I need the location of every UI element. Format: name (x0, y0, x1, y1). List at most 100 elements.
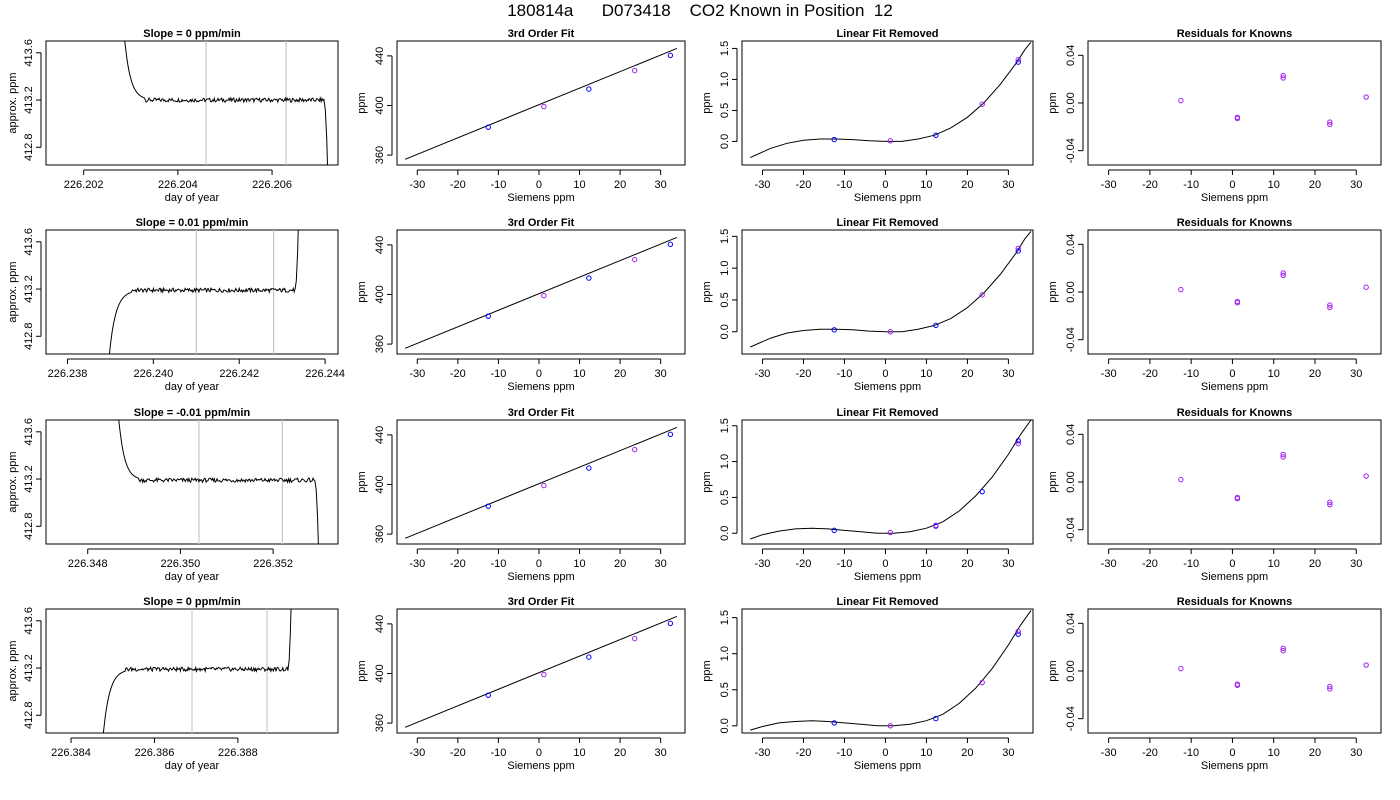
y-tick-label: 413.2 (23, 275, 35, 303)
y-axis-label: approx. ppm (7, 640, 19, 701)
fit-curve (750, 610, 1032, 731)
panel-r3-c1: Slope = -0.01 ppm/min 226.348 226.350 226.3… (7, 407, 339, 583)
data-trace (102, 609, 292, 733)
x-axis-label: Siemens ppm (854, 760, 921, 772)
data-point (1015, 440, 1021, 447)
data-point (831, 527, 837, 534)
plot-area (1178, 451, 1369, 508)
x-tick-label: 20 (1309, 558, 1321, 570)
data-point (887, 529, 894, 536)
y-axis-label: ppm (701, 281, 713, 302)
x-tick-label: 20 (614, 368, 626, 380)
y-tick-label: 0.00 (1065, 660, 1077, 681)
x-axis-label: Siemens ppm (1201, 381, 1268, 393)
panel-title: Slope = 0.01 ppm/min (136, 217, 249, 229)
plot-area (1178, 72, 1369, 128)
data-point (632, 446, 638, 453)
y-tick-label: 0.5 (719, 103, 731, 118)
x-tick-label: -20 (450, 747, 466, 759)
x-tick-label: 20 (1309, 179, 1321, 191)
panel-title: 3rd Order Fit (508, 217, 575, 229)
y-tick-label: -0.04 (1065, 517, 1077, 542)
data-point (632, 67, 638, 74)
data-point (541, 671, 547, 678)
data-point (1178, 665, 1184, 672)
data-trace (124, 41, 329, 165)
x-tick-label: 10 (1268, 179, 1280, 191)
plot-frame (396, 40, 686, 166)
y-tick-label: 413.2 (23, 465, 35, 493)
y-tick-label: 0.5 (719, 682, 731, 697)
y-axis-label: ppm (1047, 281, 1059, 302)
data-point (1363, 473, 1369, 479)
panel-r3-c3: Linear Fit Removed -30 -20 -10 0 10 20 30 Siemen… (701, 407, 1034, 583)
data-point (1327, 683, 1333, 690)
y-axis-label: ppm (1047, 92, 1059, 113)
x-tick-label: 10 (1268, 747, 1280, 759)
panel-title: Residuals for Knowns (1177, 28, 1293, 40)
y-tick-label: 412.8 (23, 513, 35, 541)
plot-frame (1087, 419, 1382, 545)
x-tick-label: 20 (961, 747, 973, 759)
y-tick-label: 400 (374, 664, 386, 682)
x-tick-label: 30 (1350, 368, 1362, 380)
fit-curve (750, 420, 1032, 540)
plot-frame (1087, 608, 1382, 734)
x-tick-label: 10 (573, 558, 585, 570)
x-tick-label: 226.386 (135, 747, 175, 759)
x-axis-label: Siemens ppm (1201, 571, 1268, 583)
x-tick-label: -20 (796, 368, 812, 380)
y-tick-label: 360 (374, 525, 386, 543)
data-point (1280, 75, 1286, 81)
data-point (1280, 454, 1286, 460)
x-axis-label: day of year (165, 192, 220, 204)
y-tick-label: 440 (374, 47, 386, 65)
y-tick-label: 413.6 (23, 418, 35, 446)
x-axis-label: Siemens ppm (854, 381, 921, 393)
x-tick-label: -10 (837, 368, 853, 380)
x-tick-label: 20 (961, 179, 973, 191)
data-trace (118, 420, 319, 544)
data-point (1327, 686, 1333, 692)
y-tick-label: -0.04 (1065, 138, 1077, 163)
plot-frame (741, 419, 1034, 545)
plot-area (108, 230, 299, 354)
x-tick-label: 20 (961, 368, 973, 380)
panel-r1-c4: Residuals for Knowns -30 -20 -10 0 10 20 30 Siem… (1047, 28, 1382, 204)
y-tick-label: 360 (374, 714, 386, 732)
y-tick-label: 0.04 (1065, 45, 1077, 66)
data-point (1280, 648, 1286, 654)
y-tick-label: 0.00 (1065, 92, 1077, 113)
x-tick-label: 30 (1350, 747, 1362, 759)
y-axis-label: ppm (701, 471, 713, 492)
data-point (1234, 682, 1241, 689)
plot-frame (741, 608, 1034, 734)
x-tick-label: 226.242 (219, 368, 259, 380)
x-tick-label: -30 (755, 368, 771, 380)
data-point (1015, 56, 1021, 63)
data-point (541, 292, 547, 299)
x-tick-label: 226.348 (68, 558, 108, 570)
y-tick-label: 440 (374, 426, 386, 444)
x-tick-label: 10 (920, 368, 932, 380)
x-tick-label: -30 (755, 558, 771, 570)
y-axis-label: ppm (356, 281, 368, 302)
panel-r2-c1: Slope = 0.01 ppm/min 226.238 226.240 226.24… (7, 217, 345, 393)
x-tick-label: -30 (755, 747, 771, 759)
y-tick-label: 0.00 (1065, 281, 1077, 302)
y-tick-label: 360 (374, 146, 386, 164)
data-point (1234, 495, 1241, 502)
y-tick-label: 0.0 (719, 718, 731, 733)
x-tick-label: 0 (1229, 368, 1235, 380)
x-tick-label: 0 (536, 179, 542, 191)
data-point (979, 488, 985, 495)
x-tick-label: 0 (1229, 179, 1235, 191)
y-tick-label: 400 (374, 96, 386, 114)
y-tick-label: 360 (374, 335, 386, 353)
x-axis-label: Siemens ppm (507, 571, 574, 583)
y-axis-label: approx. ppm (7, 451, 19, 512)
x-tick-label: 226.240 (133, 368, 173, 380)
panel-title: Slope = -0.01 ppm/min (134, 407, 251, 419)
panel-title: Linear Fit Removed (836, 407, 938, 419)
y-tick-label: 412.8 (23, 323, 35, 351)
